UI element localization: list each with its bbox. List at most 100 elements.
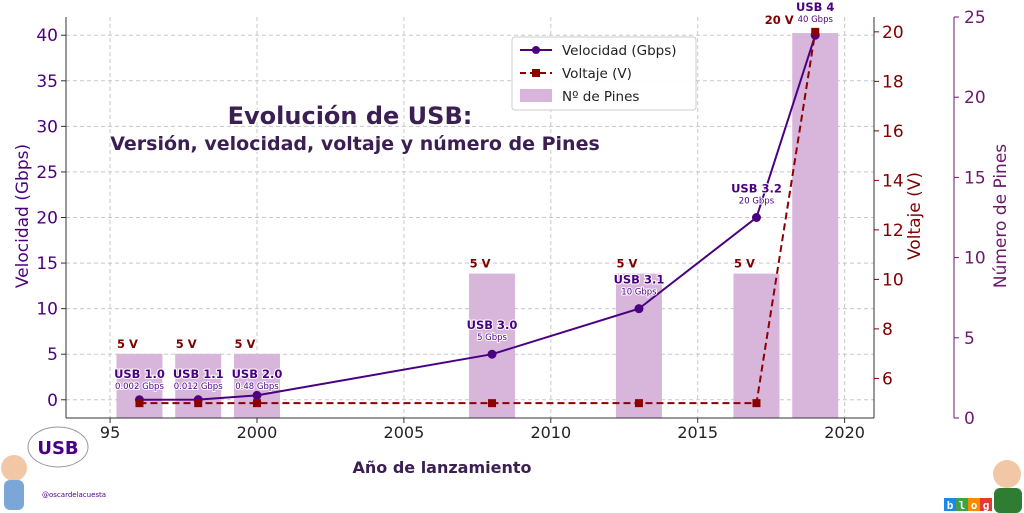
legend-speed-label: Velocidad (Gbps) bbox=[562, 43, 677, 59]
voltage-label: 5 V bbox=[616, 257, 637, 271]
x-tick-label: 2000 bbox=[237, 423, 278, 442]
avatar-right-icon bbox=[993, 460, 1021, 488]
author-badge: USB @oscardelacuesta bbox=[1, 426, 106, 510]
avatar-left-icon bbox=[1, 455, 27, 481]
speed-value-label: 0.48 Gbps bbox=[235, 382, 279, 392]
voltage-label: 5 V bbox=[470, 257, 491, 271]
voltage-point bbox=[634, 399, 643, 408]
y-pins-tick-label: 10 bbox=[964, 249, 986, 269]
y-left-tick-label: 35 bbox=[36, 72, 58, 92]
speech-bubble bbox=[27, 426, 89, 468]
pins-bar bbox=[792, 33, 839, 418]
y-voltage-tick-label: 18 bbox=[882, 72, 904, 92]
legend: Velocidad (Gbps) Voltaje (V) Nº de Pines bbox=[511, 36, 697, 111]
blog-letter-g: g bbox=[983, 499, 990, 512]
x-tick-label: 95 bbox=[100, 423, 120, 442]
speed-value-label: 0.002 Gbps bbox=[115, 382, 164, 392]
blog-letter-b: b bbox=[947, 499, 954, 512]
blog-badge: b l o g bbox=[944, 460, 1022, 513]
y-pins-tick-label: 5 bbox=[964, 329, 975, 349]
y-voltage-tick-label: 6 bbox=[882, 369, 893, 389]
speed-point bbox=[634, 304, 644, 314]
y-axis-right-pins-label: Número de Pines bbox=[991, 144, 1011, 288]
version-label: USB 1.1 bbox=[173, 367, 224, 381]
speed-value-label: 0.012 Gbps bbox=[174, 382, 223, 392]
y-pins-tick-label: 25 bbox=[964, 8, 986, 28]
y-voltage-tick-label: 16 bbox=[882, 122, 904, 142]
blog-letter-l: l bbox=[959, 499, 966, 512]
speed-value-label: 40 Gbps bbox=[798, 15, 834, 25]
voltage-label: 5 V bbox=[734, 257, 755, 271]
y-voltage-tick-label: 8 bbox=[882, 320, 893, 340]
voltage-point bbox=[252, 399, 261, 408]
speed-point bbox=[751, 213, 761, 222]
blog-tile-4 bbox=[980, 498, 992, 511]
avatar-right-body bbox=[994, 488, 1022, 513]
pins-bars bbox=[116, 33, 839, 418]
y-pins-tick-label: 0 bbox=[964, 409, 975, 429]
blog-tile-2 bbox=[956, 498, 968, 511]
voltage-label: 5 V bbox=[176, 337, 197, 351]
y-left-tick-label: 5 bbox=[47, 345, 58, 365]
x-tick-label: 2020 bbox=[824, 423, 865, 442]
pins-bar bbox=[175, 353, 222, 418]
chart-title: Evolución de USB: bbox=[228, 102, 473, 130]
y-pins-tick-label: 15 bbox=[964, 168, 986, 188]
x-tick-label: 2005 bbox=[384, 423, 425, 442]
x-axis-label: Año de lanzamiento bbox=[352, 458, 531, 477]
y-left-tick-label: 25 bbox=[36, 163, 58, 183]
y-left-tick-label: 20 bbox=[36, 209, 58, 229]
avatar-left-body bbox=[4, 480, 24, 510]
blog-tile-1 bbox=[944, 498, 956, 511]
speed-value-label: 5 Gbps bbox=[477, 333, 507, 343]
pins-bar bbox=[733, 273, 780, 418]
pins-bar bbox=[233, 353, 280, 418]
legend-speed-marker bbox=[532, 46, 540, 54]
y-voltage-tick-label: 10 bbox=[882, 270, 904, 290]
blog-tile-3 bbox=[968, 498, 980, 511]
voltage-point bbox=[811, 27, 820, 36]
usb-badge-text: USB bbox=[37, 438, 78, 459]
y-left-tick-label: 0 bbox=[47, 391, 58, 411]
legend-voltage-marker bbox=[532, 69, 540, 77]
legend-pins-label: Nº de Pines bbox=[562, 89, 639, 105]
chart-subtitle: Versión, velocidad, voltaje y número de … bbox=[110, 133, 600, 155]
x-tick-label: 2015 bbox=[677, 423, 718, 442]
y-left-tick-label: 40 bbox=[36, 26, 58, 46]
pins-bar bbox=[116, 353, 163, 418]
series-lines bbox=[134, 27, 820, 408]
y-pins-tick-label: 20 bbox=[964, 88, 986, 108]
y-left-tick-label: 15 bbox=[36, 254, 58, 274]
legend-voltage-label: Voltaje (V) bbox=[562, 66, 632, 82]
voltage-label: 5 V bbox=[235, 337, 256, 351]
legend-pins-swatch bbox=[520, 89, 552, 102]
voltage-point bbox=[135, 399, 144, 408]
version-label: USB 3.0 bbox=[467, 318, 518, 332]
axes: 0510152025303540681012141618200510152025… bbox=[36, 8, 985, 442]
voltage-point bbox=[752, 399, 761, 408]
speed-value-label: 20 Gbps bbox=[739, 197, 775, 207]
author-handle: @oscardelacuesta bbox=[42, 491, 106, 499]
voltage-label: 20 V bbox=[765, 13, 794, 27]
speed-point bbox=[252, 390, 262, 400]
legend-box bbox=[511, 36, 697, 111]
y-voltage-tick-label: 14 bbox=[882, 171, 904, 191]
y-left-tick-label: 10 bbox=[36, 300, 58, 320]
blog-letter-o: o bbox=[971, 499, 978, 512]
version-label: USB 4 bbox=[796, 0, 834, 14]
version-label: USB 1.0 bbox=[114, 367, 165, 381]
y-axis-right-voltage-label: Voltaje (V) bbox=[905, 172, 925, 260]
voltage-label: 5 V bbox=[117, 337, 138, 351]
voltage-point bbox=[194, 399, 203, 408]
pins-bar bbox=[469, 273, 516, 418]
version-label: USB 3.2 bbox=[731, 182, 782, 196]
y-axis-left-label: Velocidad (Gbps) bbox=[13, 144, 33, 288]
x-tick-label: 2010 bbox=[530, 423, 571, 442]
point-labels: 5 V USB 1.00.002 Gbps 5 V USB 1.10.012 Gbps… bbox=[113, 0, 835, 393]
version-label: USB 3.1 bbox=[614, 273, 665, 287]
speed-point bbox=[487, 349, 497, 359]
voltage-point bbox=[488, 399, 497, 408]
speed-value-label: 10 Gbps bbox=[621, 288, 657, 298]
